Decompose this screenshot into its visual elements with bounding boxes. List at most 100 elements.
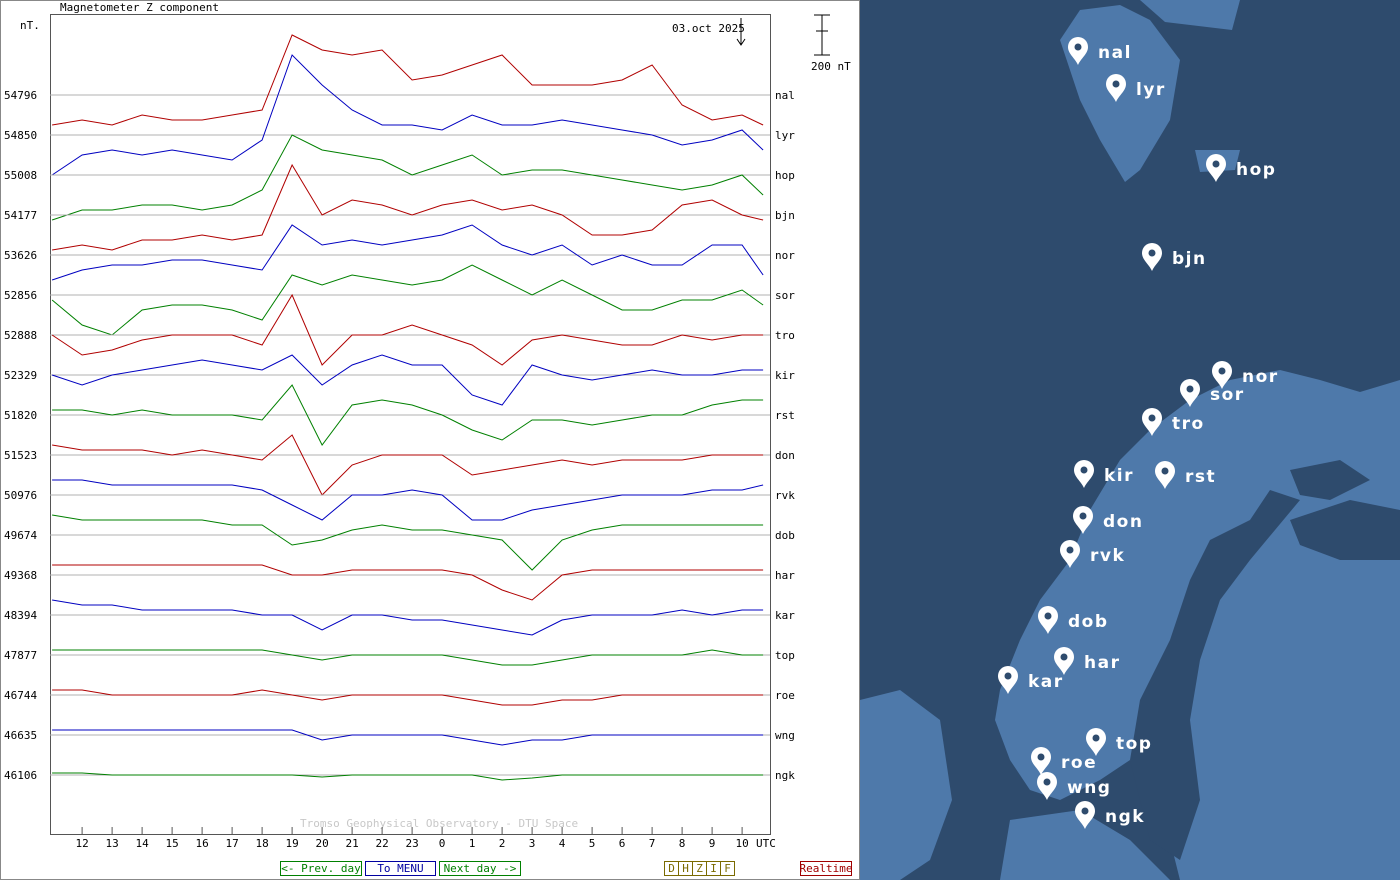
marker-label: ngk [1105, 807, 1145, 827]
realtime-button[interactable]: Realtime [800, 861, 853, 876]
marker-hole [1079, 512, 1087, 520]
marker-pin [1106, 74, 1126, 102]
marker-hole [1092, 734, 1100, 742]
x-tick-label: 4 [559, 837, 566, 850]
marker-pin [1068, 37, 1088, 65]
baseline-label: 54796 [4, 89, 37, 102]
marker-pin [1060, 540, 1080, 568]
station-label: nal [775, 89, 795, 102]
x-tick-label: 15 [165, 837, 178, 850]
x-tick-label: 2 [499, 837, 506, 850]
map-marker[interactable]: bjn [1142, 243, 1207, 271]
trace [52, 599, 764, 636]
marker-label: lyr [1136, 80, 1166, 100]
component-button[interactable]: Z [692, 861, 707, 876]
x-tick-label: 17 [225, 837, 238, 850]
marker-hole [1080, 466, 1088, 474]
marker-hole [1148, 249, 1156, 257]
baseline-label: 49368 [4, 569, 37, 582]
map-marker[interactable]: nal [1068, 37, 1132, 65]
component-button[interactable]: H [678, 861, 693, 876]
baseline-label: 49674 [4, 529, 37, 542]
unit-label: nT. [20, 19, 40, 32]
x-tick-label: 0 [439, 837, 446, 850]
map-marker[interactable]: ngk [1075, 801, 1145, 829]
realtime-button-label: Realtime [800, 862, 853, 875]
component-button-label: Z [696, 862, 703, 875]
station-label: dob [775, 529, 795, 542]
baseline-label: 54850 [4, 129, 37, 142]
next-day-button[interactable]: Next day -> [439, 861, 521, 876]
baseline-label: 52888 [4, 329, 37, 342]
map-marker[interactable]: sor [1180, 379, 1245, 407]
marker-label: tro [1172, 414, 1205, 434]
component-button[interactable]: F [720, 861, 735, 876]
marker-hole [1043, 778, 1051, 786]
map-marker[interactable]: tro [1142, 408, 1205, 436]
marker-label: hop [1236, 160, 1276, 180]
baseline-label: 52329 [4, 369, 37, 382]
trace [51, 264, 764, 336]
prev-day-button[interactable]: <- Prev. day [280, 861, 362, 876]
baseline-label: 50976 [4, 489, 37, 502]
map-marker[interactable]: dob [1038, 606, 1109, 634]
marker-pin [1142, 243, 1162, 271]
x-tick-label: 23 [405, 837, 418, 850]
component-button-label: F [724, 862, 731, 875]
station-label: hop [775, 169, 795, 182]
baseline-label: 52856 [4, 289, 37, 302]
map-marker[interactable]: don [1073, 506, 1143, 534]
marker-label: har [1084, 653, 1120, 673]
map-marker[interactable]: roe [1031, 747, 1097, 775]
marker-pin [1155, 461, 1175, 489]
trace [52, 34, 764, 126]
menu-button-box [365, 861, 436, 876]
menu-button[interactable]: To MENU [365, 861, 436, 876]
component-button-box [720, 861, 735, 876]
gulf-of-finland [1290, 500, 1400, 560]
component-button[interactable]: I [706, 861, 721, 876]
station-label: don [775, 449, 795, 462]
station-label: kar [775, 609, 795, 622]
marker-hole [1112, 80, 1120, 88]
map-marker[interactable]: hop [1206, 154, 1276, 182]
trace [51, 54, 764, 176]
marker-label: wng [1067, 778, 1111, 798]
map-marker[interactable]: kar [998, 666, 1064, 694]
station-label: rvk [775, 489, 795, 502]
britain [860, 690, 952, 880]
marker-label: bjn [1172, 249, 1207, 269]
scale-label: 200 nT [811, 60, 851, 73]
trace [52, 649, 764, 666]
credit: Tromso Geophysical Observatory - DTU Spa… [300, 817, 578, 830]
map-marker[interactable]: nor [1212, 361, 1279, 389]
map-marker[interactable]: rst [1155, 461, 1216, 489]
trace [52, 729, 764, 746]
svalbard-east [1140, 0, 1240, 30]
map-marker[interactable]: rvk [1060, 540, 1125, 568]
map-marker[interactable]: har [1054, 647, 1120, 675]
station-label: ngk [775, 769, 795, 782]
x-tick-label: 20 [315, 837, 328, 850]
map-marker[interactable]: wng [1037, 772, 1111, 800]
station-label: har [775, 569, 795, 582]
x-tick-label: 6 [619, 837, 626, 850]
marker-pin [1180, 379, 1200, 407]
marker-pin [1075, 801, 1095, 829]
station-label: bjn [775, 209, 795, 222]
marker-label: rvk [1090, 546, 1125, 566]
map-marker[interactable]: kir [1074, 460, 1134, 488]
plot-title: Magnetometer Z component [60, 1, 219, 14]
plot-panel [0, 0, 860, 880]
component-button-label: D [668, 862, 675, 875]
x-tick-label: 7 [649, 837, 656, 850]
map-marker[interactable]: lyr [1106, 74, 1166, 102]
x-unit: UTC [756, 837, 776, 850]
x-tick-label: 5 [589, 837, 596, 850]
map-marker[interactable]: top [1086, 728, 1152, 756]
x-tick-label: 1 [469, 837, 476, 850]
trace [52, 772, 764, 781]
component-button[interactable]: D [664, 861, 679, 876]
